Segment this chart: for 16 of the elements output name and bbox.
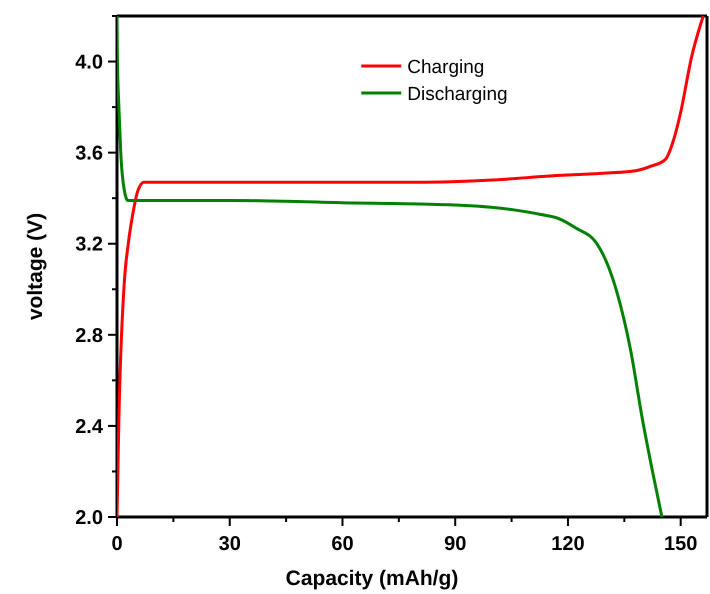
x-axis-title: Capacity (mAh/g) xyxy=(286,567,458,590)
y-tick-label: 3.6 xyxy=(75,142,103,165)
legend-label: Discharging xyxy=(407,84,508,105)
x-tick-label: 150 xyxy=(664,533,698,555)
x-tick-label: 60 xyxy=(331,533,354,555)
text: 4.0 xyxy=(75,52,103,74)
legend-label: Charging xyxy=(407,57,484,78)
x-tick-label: 30 xyxy=(218,533,241,555)
x-tick-label: 90 xyxy=(444,533,466,555)
y-axis-title: voltage (V) xyxy=(24,212,47,320)
y-tick-label: 2.8 xyxy=(75,324,103,347)
y-tick-label: 3.2 xyxy=(75,234,103,256)
text: 2.0 xyxy=(75,507,103,529)
x-tick-label: 120 xyxy=(551,533,585,555)
x-tick-label: 0 xyxy=(111,533,123,555)
y-tick-label: 2.4 xyxy=(75,416,104,438)
